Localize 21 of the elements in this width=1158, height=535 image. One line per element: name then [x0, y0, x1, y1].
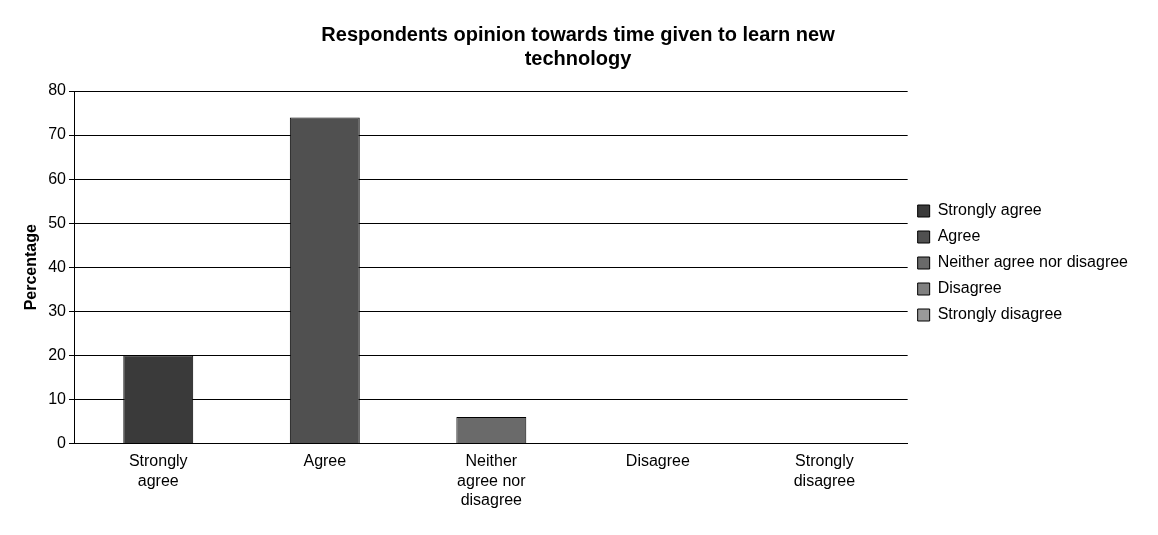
chart-title: Respondents opinion towards time given to learn new technology	[321, 22, 836, 69]
y-tick-label: 70	[48, 125, 67, 143]
y-axis-title: Percentage	[22, 223, 40, 311]
legend-label: Strongly disagree	[937, 305, 1063, 323]
y-tick-label: 10	[48, 389, 67, 407]
y-tick-label: 50	[48, 213, 67, 231]
x-tick-label: Agree	[303, 452, 347, 470]
x-tick-label: Neither agree nor disagree	[457, 452, 527, 508]
legend-label: Agree	[937, 227, 981, 245]
x-tick-label: Disagree	[625, 452, 690, 470]
x-tick-label: Strongly disagree	[793, 452, 856, 489]
x-tick-label: Strongly agree	[128, 452, 188, 489]
y-tick-label: 30	[48, 301, 67, 319]
legend-label: Disagree	[937, 279, 1002, 297]
y-tick-label: 0	[57, 433, 67, 451]
y-tick-label: 80	[48, 81, 67, 99]
legend-label: Strongly agree	[937, 201, 1042, 219]
legend-label: Neither agree nor disagree	[937, 253, 1129, 271]
y-tick-label: 20	[48, 345, 67, 363]
y-tick-label: 40	[48, 257, 67, 275]
y-tick-label: 60	[48, 169, 67, 187]
